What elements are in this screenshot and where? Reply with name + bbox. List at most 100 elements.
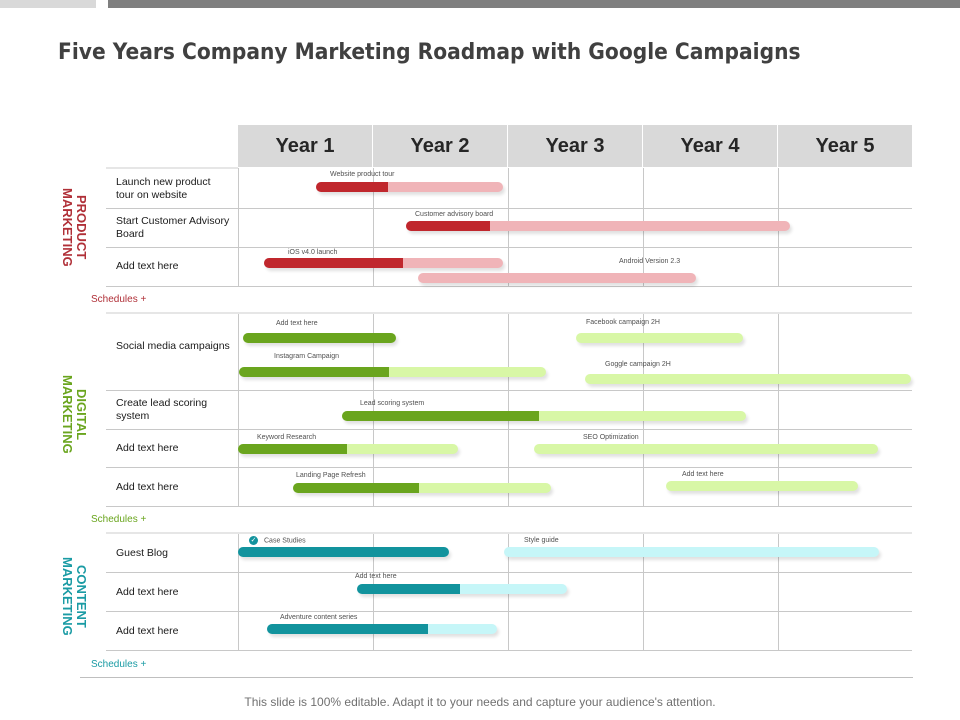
gantt-bar-label: Keyword Research <box>257 434 316 441</box>
gantt-bar-label-text: Keyword Research <box>257 434 317 441</box>
gantt-bar[interactable] <box>418 273 696 283</box>
gantt-bar-label: Style guide <box>524 537 559 544</box>
gantt-bar-label-text: Landing Page Refresh <box>296 472 366 479</box>
gantt-bar-label-text: Add text here <box>276 320 318 327</box>
schedules-link-product[interactable]: Schedules + <box>91 294 147 305</box>
grid-line <box>643 533 644 651</box>
gantt-bar[interactable] <box>239 367 546 377</box>
grid-line <box>106 429 912 430</box>
gantt-bar-label: Website product tour <box>330 171 394 178</box>
gantt-bar-progress <box>342 411 539 421</box>
gantt-bar[interactable] <box>342 411 746 421</box>
gantt-bar-label-text: Customer advisory board <box>415 211 494 218</box>
gantt-bar[interactable] <box>293 483 551 493</box>
gantt-bar-label-text: Case Studies <box>264 537 306 545</box>
gantt-bar-label: Add text here <box>355 573 397 580</box>
check-circle-icon: ✓ <box>249 536 258 545</box>
grid-line <box>106 467 912 468</box>
gantt-bar-label: Adventure content series <box>280 614 357 621</box>
gantt-bar-progress <box>267 624 428 634</box>
gantt-bar-label-text: Lead scoring system <box>360 400 425 407</box>
gantt-bar[interactable] <box>264 258 503 268</box>
year-header-4: Year 4 <box>643 125 777 167</box>
gantt-bar[interactable] <box>666 481 858 491</box>
gantt-bar-progress <box>357 584 460 594</box>
gantt-bar[interactable] <box>238 547 449 557</box>
grid-line <box>106 572 912 573</box>
grid-line <box>643 313 644 506</box>
grid-line <box>106 506 912 507</box>
grid-line <box>778 533 779 651</box>
year-header-3: Year 3 <box>508 125 642 167</box>
gantt-bar-label: ✓ Case Studies <box>249 536 306 545</box>
gantt-bar-label-text: Add text here <box>355 573 397 580</box>
gantt-bar[interactable] <box>243 333 396 343</box>
footer-note: This slide is 100% editable. Adapt it to… <box>244 695 716 709</box>
gantt-bar[interactable] <box>585 374 911 384</box>
row-label: Create lead scoring system <box>116 397 208 422</box>
grid-line <box>106 532 912 534</box>
gantt-bar-progress <box>316 182 388 192</box>
row-label: Social media campaigns <box>116 340 230 352</box>
gantt-bar-label-text: Website product tour <box>330 171 395 178</box>
year-header-5: Year 5 <box>778 125 912 167</box>
gantt-bar-label: Customer advisory board <box>415 211 493 218</box>
gantt-bar[interactable] <box>406 221 790 231</box>
gantt-bar-label: Goggle campaign 2H <box>605 361 671 368</box>
grid-line <box>106 208 912 209</box>
gantt-bar[interactable] <box>238 444 458 454</box>
section-label-line2: MARKETING <box>60 188 75 267</box>
bottom-divider <box>80 677 913 678</box>
grid-line <box>106 247 912 248</box>
row-label: Add text here <box>116 586 179 598</box>
gantt-bar-label-text: Instagram Campaign <box>274 353 339 360</box>
row-label: Add text here <box>116 481 179 493</box>
gantt-bar-progress <box>239 367 389 377</box>
section-label-line2: MARKETING <box>60 375 75 454</box>
grid-line <box>238 533 239 651</box>
gantt-bar-label-text: Facebook campaign 2H <box>586 319 660 326</box>
gantt-bar[interactable] <box>357 584 567 594</box>
gantt-bar-progress <box>238 547 449 557</box>
top-accent-bar-light <box>0 0 96 8</box>
gantt-bar-label-text: Add text here <box>682 471 724 478</box>
grid-line <box>238 313 239 506</box>
gantt-bar-label: Facebook campaign 2H <box>586 319 660 326</box>
gantt-bar-label: Instagram Campaign <box>274 353 339 360</box>
row-label: Launch new product tour on website <box>116 176 211 201</box>
grid-line <box>373 313 374 506</box>
gantt-bar-label-text: Goggle campaign 2H <box>605 361 671 368</box>
gantt-bar[interactable] <box>316 182 503 192</box>
grid-line <box>106 611 912 612</box>
gantt-bar[interactable] <box>576 333 743 343</box>
gantt-bar[interactable] <box>504 547 879 557</box>
gantt-bar-progress <box>243 333 396 343</box>
gantt-bar-progress <box>406 221 490 231</box>
grid-line <box>106 286 912 287</box>
gantt-bar-progress <box>264 258 403 268</box>
gantt-bar-label: Lead scoring system <box>360 400 424 407</box>
gantt-bar[interactable] <box>534 444 878 454</box>
gantt-bar[interactable] <box>267 624 497 634</box>
gantt-bar-label: iOS v4.0 launch <box>288 249 337 256</box>
schedules-link-digital[interactable]: Schedules + <box>91 514 147 525</box>
gantt-bar-label: Add text here <box>682 471 724 478</box>
row-label: Start Customer Advisory Board <box>116 215 230 240</box>
grid-line <box>373 168 374 286</box>
page-title: Five Years Company Marketing Roadmap wit… <box>58 40 801 65</box>
schedules-link-content[interactable]: Schedules + <box>91 659 147 670</box>
section-label-line1: DIGITAL <box>74 388 89 441</box>
section-label-line1: PRODUCT <box>74 195 89 260</box>
gantt-bar-label-text: Android Version 2.3 <box>619 258 681 265</box>
gantt-bar-label-text: SEO Optimization <box>583 434 639 441</box>
section-label-digital-marketing: DIGITAL MARKETING <box>60 367 89 462</box>
grid-line <box>778 313 779 506</box>
section-label-line1: CONTENT <box>74 565 89 628</box>
gantt-bar-label-text: iOS v4.0 launch <box>288 249 338 256</box>
year-header-2: Year 2 <box>373 125 507 167</box>
grid-line <box>238 168 239 286</box>
gantt-bar-label: Landing Page Refresh <box>296 472 366 479</box>
top-accent-bar-dark <box>108 0 960 8</box>
grid-line <box>106 312 912 314</box>
gantt-bar-label-text: Adventure content series <box>280 614 358 621</box>
